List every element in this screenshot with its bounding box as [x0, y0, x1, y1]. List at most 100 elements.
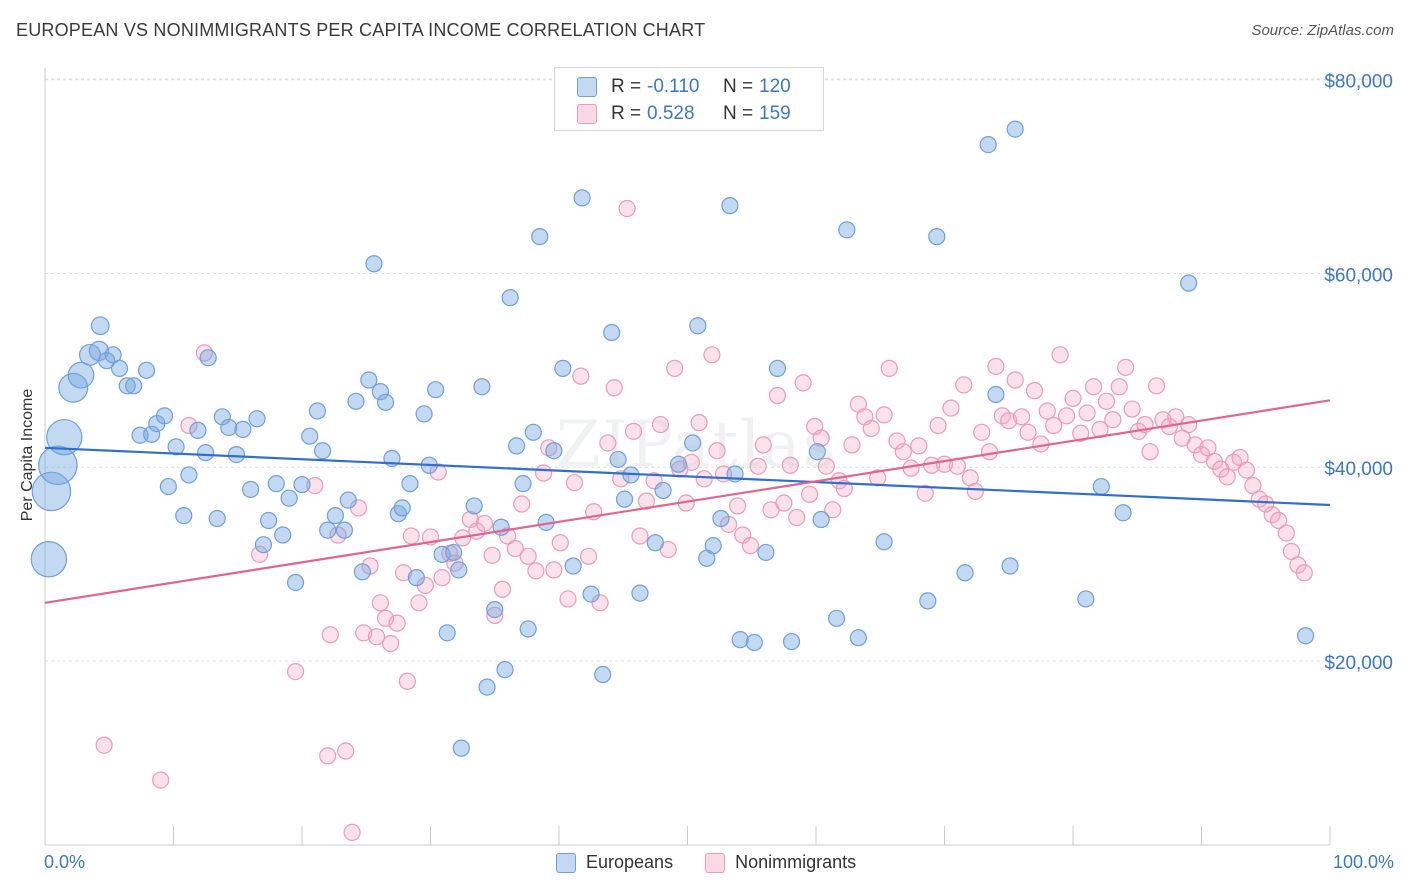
european-point	[407, 569, 425, 587]
european-point	[573, 189, 591, 207]
nonimmigrant-point	[551, 534, 569, 552]
european-point	[507, 437, 526, 455]
european-point	[339, 491, 357, 509]
european-point	[603, 323, 621, 342]
nonimmigrant-point	[388, 614, 406, 632]
european-point	[838, 221, 856, 239]
european-point	[401, 475, 419, 493]
european-point	[452, 739, 470, 757]
nonimmigrant-point	[1237, 461, 1256, 479]
european-point	[545, 442, 563, 460]
nonimmigrant-point	[1097, 392, 1116, 410]
european-point	[594, 665, 612, 684]
y-tick-label: $80,000	[1324, 72, 1393, 93]
nonimmigrant-point	[1019, 423, 1037, 441]
european-point	[782, 632, 801, 651]
european-point	[254, 536, 273, 554]
nonimmigrant-point	[483, 546, 501, 564]
grid-layer	[45, 78, 1395, 662]
nonimmigrant-point	[1072, 424, 1090, 442]
legend-label: Europeans	[586, 852, 674, 872]
european-point	[689, 317, 707, 335]
nonimmigrant-point	[559, 590, 577, 608]
european-point	[313, 442, 332, 460]
nonimmigrant-point	[371, 594, 389, 612]
european-point	[90, 316, 110, 336]
y-tick-label: $20,000	[1324, 653, 1393, 674]
nonimmigrant-point	[916, 484, 934, 502]
nonimmigrant-point	[651, 415, 670, 434]
europeans-swatch	[556, 852, 576, 873]
nonimmigrant-point	[942, 399, 960, 417]
nonimmigrants-trend-line	[44, 399, 1331, 604]
nonimmigrant-point	[1038, 402, 1056, 420]
n-label: N =	[723, 76, 754, 97]
nonimmigrant-point	[513, 495, 531, 513]
european-point	[308, 402, 327, 420]
nonimmigrant-point	[545, 561, 563, 579]
points-layer	[30, 120, 1315, 842]
nonimmigrant-point	[540, 439, 558, 457]
nonimmigrant-point	[506, 539, 524, 558]
axis-layer	[44, 68, 1331, 846]
europeans-swatch	[577, 77, 597, 97]
nonimmigrant-point	[355, 624, 373, 642]
nonimmigrant-point	[973, 423, 991, 441]
european-point	[631, 584, 649, 602]
european-point	[208, 509, 226, 528]
european-point	[465, 497, 483, 515]
nonimmigrant-point	[817, 457, 835, 475]
legend-item-nonimmigrants[interactable]: Nonimmigrants	[705, 852, 856, 873]
legend-item-europeans[interactable]: Europeans	[556, 852, 673, 873]
european-point	[875, 533, 893, 551]
european-point	[110, 359, 129, 377]
european-point	[979, 135, 997, 154]
european-point	[280, 489, 298, 507]
nonimmigrant-point	[631, 527, 649, 545]
european-point	[721, 197, 739, 215]
nonimmigrant-point	[1078, 404, 1096, 422]
european-point	[849, 629, 868, 647]
nonimmigrant-point	[1057, 407, 1076, 425]
nonimmigrant-point	[1104, 411, 1122, 429]
european-point	[38, 445, 78, 486]
european-point	[189, 421, 207, 439]
nonimmigrant-point	[572, 367, 590, 385]
nonimmigrant-point	[618, 199, 636, 218]
european-point	[609, 450, 627, 469]
nonimmigrant-point	[910, 437, 928, 455]
european-point	[220, 418, 238, 437]
european-point	[564, 557, 582, 575]
x-tick-max: 100.0%	[1332, 852, 1394, 872]
nonimmigrant-point	[1025, 382, 1044, 400]
european-point	[58, 372, 89, 403]
european-point	[712, 509, 730, 528]
nonimmigrant-point	[1277, 524, 1295, 542]
chart-title: EUROPEAN VS NONIMMIGRANTS PER CAPITA INC…	[16, 20, 706, 40]
nonimmigrant-point	[888, 432, 906, 450]
european-point	[438, 624, 456, 642]
european-point	[319, 521, 337, 539]
nonimmigrant-point	[565, 474, 584, 492]
series-legend: Europeans Nonimmigrants	[556, 852, 888, 873]
european-point	[143, 425, 161, 443]
european-point	[234, 420, 252, 439]
nonimmigrant-point	[367, 628, 386, 646]
correlation-legend: R = -0.110 N = 120 R = 0.528 N = 159	[554, 67, 824, 131]
nonimmigrant-point	[579, 547, 598, 565]
nonimmigrant-point	[605, 379, 623, 397]
european-point	[669, 455, 688, 473]
nonimmigrant-point	[812, 429, 830, 447]
european-point	[167, 438, 185, 456]
nonimmigrant-point	[875, 406, 893, 424]
nonimmigrant-point	[843, 436, 861, 454]
nonimmigrant-point	[429, 463, 447, 481]
european-point	[1006, 120, 1024, 138]
nonimmigrant-point	[1006, 371, 1024, 389]
nonimmigrant-point	[729, 497, 747, 515]
nonimmigrant-point	[152, 771, 170, 789]
european-point	[360, 371, 378, 389]
nonimmigrant-point	[980, 443, 999, 461]
nonimmigrant-point	[800, 485, 819, 503]
nonimmigrant-point	[966, 482, 984, 501]
